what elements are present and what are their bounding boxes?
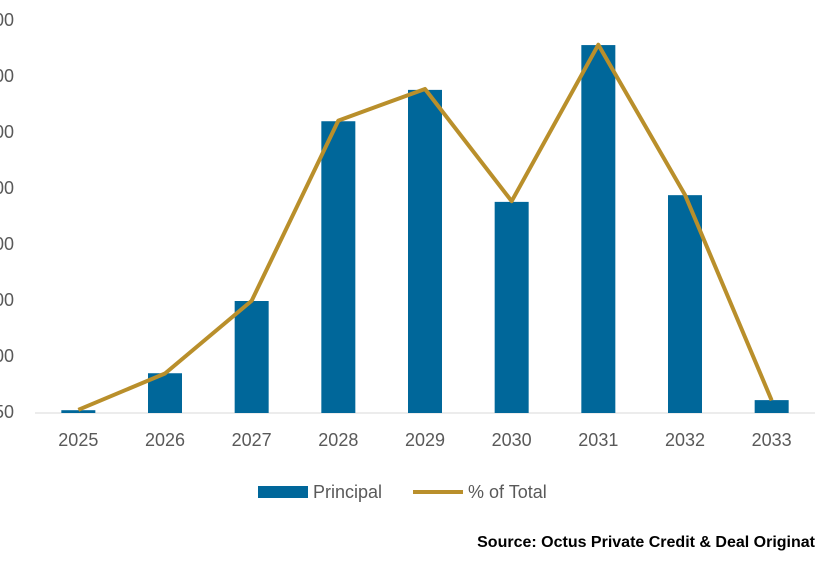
line: [77, 42, 774, 412]
x-tick-label: 2033: [752, 430, 792, 450]
x-tick-label: 2027: [232, 430, 272, 450]
legend-label: % of Total: [468, 482, 547, 502]
x-tick-label: 2026: [145, 430, 185, 450]
y-tick-label: 00: [0, 290, 14, 310]
y-tick-label: 00: [0, 122, 14, 142]
x-tick-label: 2029: [405, 430, 445, 450]
bar: [408, 89, 442, 413]
x-tick-label: 2031: [578, 430, 618, 450]
bar: [321, 121, 356, 414]
x-tick-label: 2025: [58, 430, 98, 450]
y-tick-label: 00: [0, 66, 14, 86]
bar: [61, 410, 96, 413]
x-tick-label: 2028: [318, 430, 358, 450]
y-tick-label: 00: [0, 346, 14, 366]
source-note: Source: Octus Private Credit & Deal Orig…: [477, 534, 815, 551]
bar: [754, 400, 789, 413]
x-tick-label: 2032: [665, 430, 705, 450]
bar: [581, 45, 616, 414]
y-tick-label: 00: [0, 234, 14, 254]
bar: [234, 301, 269, 413]
y-tick-label: 00: [0, 10, 14, 30]
x-tick-label: 2030: [492, 430, 532, 450]
bar: [494, 201, 529, 413]
y-tick-label: 50: [0, 402, 14, 422]
y-tick-label: 00: [0, 178, 14, 198]
bar: [668, 195, 702, 413]
legend-swatch: [258, 486, 308, 498]
legend-label: Principal: [313, 482, 382, 502]
